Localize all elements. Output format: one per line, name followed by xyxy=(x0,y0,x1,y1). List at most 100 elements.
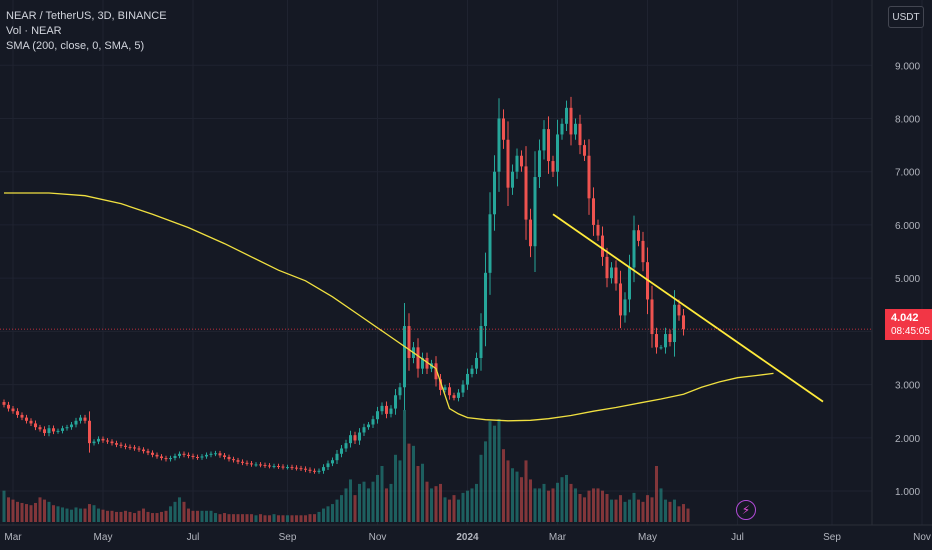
candle-body xyxy=(385,405,388,414)
candle-body xyxy=(497,118,501,172)
volume-bar xyxy=(461,492,465,522)
volume-bar xyxy=(101,509,105,522)
volume-bar xyxy=(205,510,208,522)
volume-bar xyxy=(547,490,550,522)
candle-body xyxy=(74,420,78,425)
volume-bar xyxy=(196,510,199,522)
volume-bar xyxy=(290,515,294,522)
candle-body xyxy=(142,449,145,452)
candle-body xyxy=(416,347,420,369)
candle-body xyxy=(587,155,591,199)
time-axis[interactable]: Mar May Jul Sep Nov 2024 Mar May Jul Sep Nov xyxy=(4,532,931,543)
volume-bar xyxy=(34,502,37,522)
candle-body xyxy=(524,166,528,220)
time-tick-label: Nov xyxy=(369,532,387,543)
currency-button[interactable]: USDT xyxy=(888,6,924,28)
volume-bar xyxy=(29,505,33,522)
candle-body xyxy=(254,464,258,466)
volume-bar xyxy=(124,510,127,522)
candle-body xyxy=(61,428,64,431)
volume-bar xyxy=(322,508,325,522)
candle-body xyxy=(295,467,298,469)
price-axis[interactable]: 1.0002.0003.0004.0005.0006.0007.0008.000… xyxy=(895,61,920,498)
candle-body xyxy=(250,463,253,465)
volume-bar xyxy=(52,505,55,522)
volume-bar xyxy=(358,483,361,522)
candle-body xyxy=(151,452,154,455)
candle-body xyxy=(79,417,82,421)
candle-body xyxy=(349,435,352,444)
candle-body xyxy=(218,453,222,456)
candle-body xyxy=(596,224,600,236)
time-tick-label: Jul xyxy=(187,532,200,543)
volume-bar xyxy=(295,515,298,522)
candle-body xyxy=(551,161,555,172)
volume-bar xyxy=(412,445,415,522)
volume-bar xyxy=(214,513,217,522)
volume-bar xyxy=(259,514,262,522)
volume-bar xyxy=(385,488,388,522)
volume-bar xyxy=(623,501,627,522)
candle-body xyxy=(484,272,487,327)
candle-body xyxy=(56,430,60,432)
candle-body xyxy=(16,411,19,415)
candle-body xyxy=(236,460,240,462)
candle-body xyxy=(187,454,190,456)
symbol-title[interactable]: NEAR / TetherUS, 3D, BINANCE xyxy=(6,10,167,22)
candle-body xyxy=(160,456,163,459)
volume-bar xyxy=(119,511,123,522)
volume-bar xyxy=(236,514,240,522)
candle-body xyxy=(88,420,91,444)
time-tick-label: May xyxy=(94,532,113,543)
candle-body xyxy=(407,326,411,358)
candle-body xyxy=(25,417,28,421)
lightning-bolt-icon[interactable]: ⚡ xyxy=(736,500,756,520)
volume-bar xyxy=(20,502,24,522)
candle-body xyxy=(173,455,177,459)
volume-bar xyxy=(142,508,145,522)
candle-body xyxy=(547,129,550,162)
candle-body xyxy=(493,171,496,215)
candle-body xyxy=(101,438,105,441)
price-tick-label: 3.000 xyxy=(895,381,920,392)
candle-body xyxy=(628,267,631,300)
volume-bar xyxy=(533,488,537,522)
volume-bar xyxy=(596,488,600,522)
candle-body xyxy=(299,468,303,470)
candle-body xyxy=(425,357,429,369)
volume-bar xyxy=(574,488,577,522)
volume-bar xyxy=(232,514,235,522)
volume-bar xyxy=(439,483,442,522)
candle-body xyxy=(632,230,636,268)
candle-body xyxy=(358,432,361,441)
volume-bar xyxy=(511,468,514,522)
candle-body xyxy=(682,315,685,330)
volume-histogram xyxy=(2,410,690,522)
candle-body xyxy=(650,299,654,335)
candle-body xyxy=(83,417,87,421)
candle-body xyxy=(605,256,609,279)
volume-bar xyxy=(407,443,411,522)
candle-body xyxy=(115,443,118,445)
volume-bar xyxy=(646,495,649,522)
candle-body xyxy=(137,448,141,450)
volume-bar xyxy=(92,505,96,522)
volume-bar xyxy=(128,511,132,522)
volume-bar xyxy=(677,506,681,522)
candle-body xyxy=(196,456,199,458)
volume-indicator-label[interactable]: Vol · NEAR xyxy=(6,25,62,37)
volume-bar xyxy=(389,483,393,522)
candle-body xyxy=(475,357,478,369)
volume-bar xyxy=(398,460,402,522)
candle-body xyxy=(70,424,73,428)
volume-bar xyxy=(641,501,645,522)
sma-indicator-label[interactable]: SMA (200, close, 0, SMA, 5) xyxy=(6,40,145,52)
volume-bar xyxy=(569,483,573,522)
candle-body xyxy=(542,129,546,151)
time-tick-label: May xyxy=(638,532,657,543)
trendline[interactable] xyxy=(552,213,824,403)
candle-body xyxy=(520,155,523,167)
chart-legend: NEAR / TetherUS, 3D, BINANCE Vol · NEAR … xyxy=(6,9,167,54)
candle-body xyxy=(367,424,370,428)
